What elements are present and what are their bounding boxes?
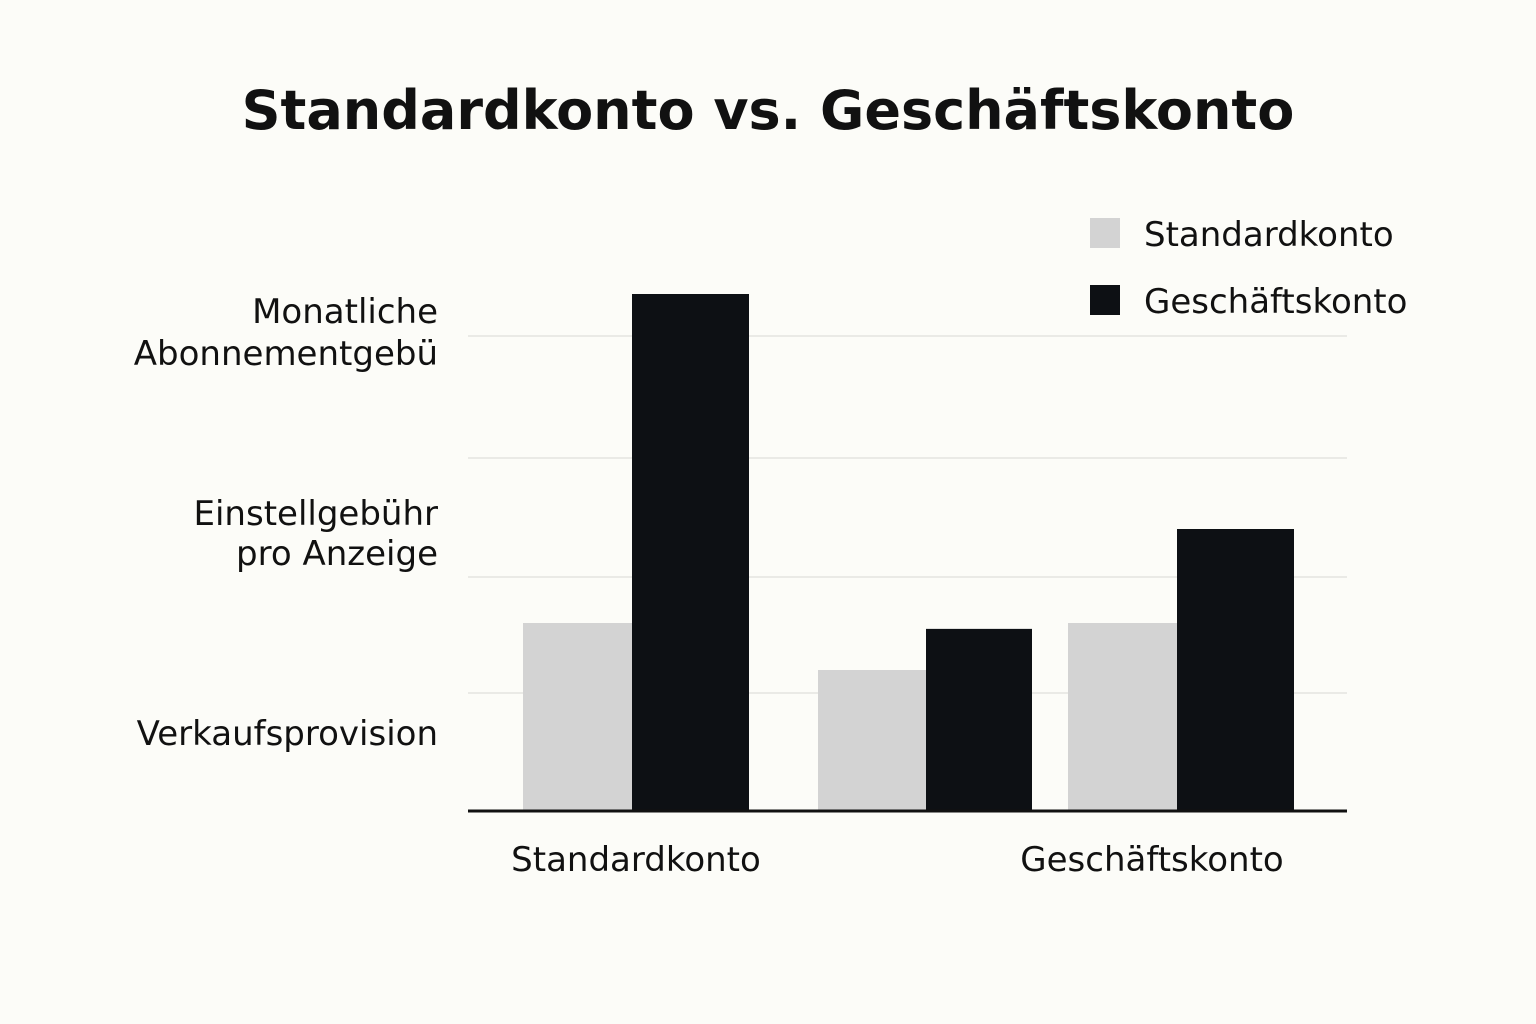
- y-axis-label: pro Anzeige: [236, 534, 438, 574]
- legend-swatch: [1090, 285, 1120, 315]
- bar-standardkonto: [1068, 623, 1177, 811]
- bar-geschaeftskonto: [1177, 529, 1294, 811]
- bar-standardkonto: [818, 670, 926, 811]
- bar-geschaeftskonto: [632, 294, 749, 811]
- legend-label: Standardkonto: [1144, 215, 1394, 255]
- x-axis-labels: Standardkonto Geschäftskonto: [511, 840, 1284, 880]
- legend: Standardkonto Geschäftskonto: [1090, 215, 1407, 322]
- x-axis-label: Standardkonto: [511, 840, 761, 880]
- legend-label: Geschäftskonto: [1144, 282, 1407, 322]
- bars: [523, 294, 1294, 811]
- y-axis-label: Einstellgebühr: [194, 494, 439, 534]
- x-axis-label: Geschäftskonto: [1020, 840, 1283, 880]
- y-axis-label: Monatliche: [252, 292, 438, 332]
- y-axis-label: Abonnementgebü: [134, 334, 438, 374]
- legend-swatch: [1090, 218, 1120, 248]
- bar-standardkonto: [523, 623, 632, 811]
- y-axis-label: Verkaufsprovision: [137, 714, 438, 754]
- bar-geschaeftskonto: [926, 628, 1032, 811]
- chart-title: Standardkonto vs. Geschäftskonto: [242, 79, 1295, 142]
